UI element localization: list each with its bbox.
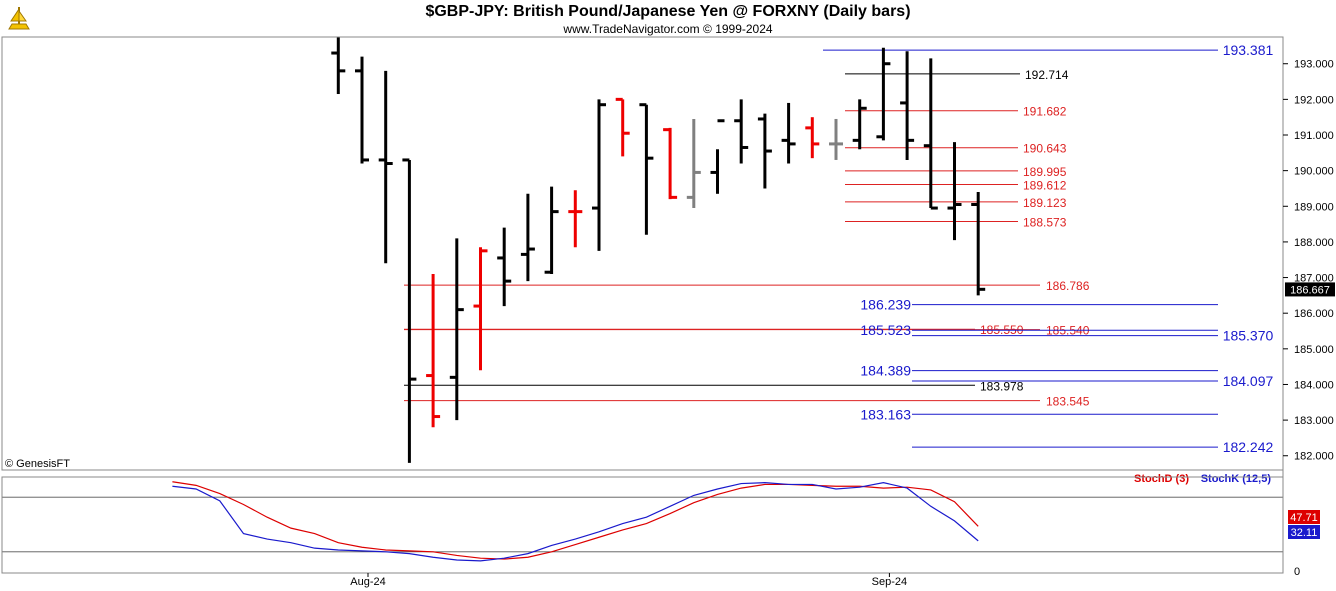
date-tick-label: Aug-24 — [350, 576, 385, 588]
stochk-value-box — [1288, 525, 1320, 539]
level-label: 185.523 — [860, 322, 911, 338]
stochd-value-box — [1288, 510, 1320, 524]
chart-subtitle: www.TradeNavigator.com © 1999-2024 — [563, 22, 773, 36]
legend-stochd: StochD (3) — [1134, 473, 1189, 485]
level-label: 186.786 — [1046, 279, 1090, 293]
level-label: 193.381 — [1223, 42, 1274, 58]
stoch-series-line — [172, 481, 979, 560]
watermark: © GenesisFT — [5, 458, 70, 470]
price-tick-label: 193.000 — [1294, 59, 1334, 71]
price-tick-label: 183.000 — [1294, 415, 1334, 427]
trade-navigator-logo-icon — [8, 7, 30, 30]
axes: 193.000 192.000 191.000 190.000 189.000 188.0… — [1, 36, 1335, 588]
level-label: 189.612 — [1023, 178, 1067, 192]
level-label: 186.239 — [860, 297, 911, 313]
last-price-label: 186.667 — [1290, 284, 1330, 296]
price-panel-border — [1, 36, 1284, 471]
legend-stochk: StochK (12,5) — [1201, 473, 1272, 485]
level-label: 184.389 — [860, 363, 911, 379]
stoch-series-line — [172, 482, 979, 562]
level-label: 190.643 — [1023, 142, 1067, 156]
level-label: 188.573 — [1023, 215, 1067, 229]
price-tick-label: 189.000 — [1294, 201, 1334, 213]
level-label: 184.097 — [1223, 373, 1274, 389]
last-price-box — [1285, 282, 1335, 297]
price-tick-label: 191.000 — [1294, 130, 1334, 142]
price-tick-label: 192.000 — [1294, 94, 1334, 106]
price-tick-label: 187.000 — [1294, 273, 1334, 285]
date-tick-label: Sep-24 — [872, 576, 907, 588]
level-label: 182.242 — [1223, 439, 1274, 455]
level-label: 192.714 — [1025, 68, 1069, 82]
stochk-value-label: 32.11 — [1291, 527, 1318, 539]
price-tick-label: 188.000 — [1294, 237, 1334, 249]
stochastic-panel: StochD (3) StochK (12,5) — [2, 473, 1283, 562]
level-label: 183.545 — [1046, 395, 1090, 409]
price-tick-label: 182.000 — [1294, 451, 1334, 463]
price-tick-label: 185.000 — [1294, 344, 1334, 356]
chart-title: $GBP-JPY: British Pound/Japanese Yen @ F… — [425, 3, 911, 20]
level-label: 191.682 — [1023, 105, 1067, 119]
price-tick-label: 190.000 — [1294, 166, 1334, 178]
level-label: 189.995 — [1023, 165, 1067, 179]
stoch-tick-label: 0 — [1294, 566, 1300, 578]
stochd-value-label: 47.71 — [1290, 512, 1318, 524]
price-tick-label: 184.000 — [1294, 379, 1334, 391]
level-label: 183.163 — [860, 406, 911, 422]
price-panel: 193.381 192.714 191.682 190.643 189.995189.6… — [5, 37, 1274, 470]
level-label: 183.978 — [980, 379, 1024, 393]
level-label: 189.123 — [1023, 196, 1067, 210]
price-tick-label: 186.000 — [1294, 308, 1334, 320]
level-label: 185.370 — [1223, 328, 1274, 344]
